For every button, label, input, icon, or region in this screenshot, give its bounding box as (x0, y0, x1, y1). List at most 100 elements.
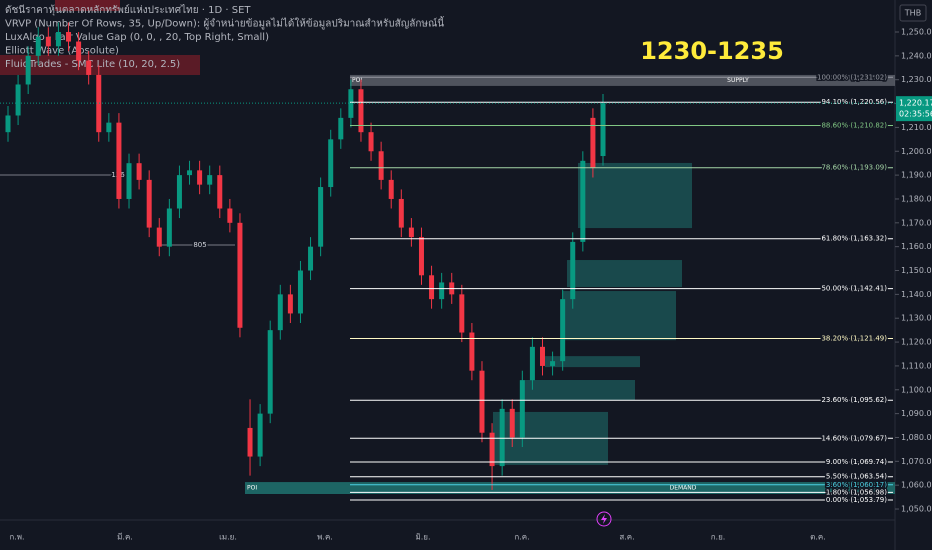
x-tick-label: มิ.ย. (415, 533, 430, 542)
y-tick-label: 1,240.00 (901, 51, 932, 60)
last-price-box (896, 96, 932, 122)
candle-body (207, 175, 213, 185)
candle-body (580, 160, 586, 242)
legend-line: VRVP (Number Of Rows, 35, Up/Down): ผู้จ… (5, 16, 445, 30)
candle-body (116, 122, 122, 199)
candle-body (257, 413, 263, 457)
candle-body (66, 32, 72, 42)
y-tick-label: 1,160.00 (901, 242, 932, 251)
candle-body (287, 294, 293, 314)
y-tick-label: 1,250.00 (901, 28, 932, 37)
candle-body (418, 237, 424, 276)
candle-body (136, 163, 142, 180)
fib-label: 14.60% (1,079.67) (821, 434, 887, 442)
y-tick-label: 1,230.00 (901, 75, 932, 84)
fvg-zone (567, 260, 682, 287)
fvg-zone (578, 162, 692, 229)
candle-body (5, 115, 11, 133)
annotation: 1230-1235 (640, 37, 784, 65)
demand-zone (245, 482, 895, 495)
event-icon-bolt (601, 514, 607, 524)
candle-body (479, 370, 485, 433)
legend-line: LuxAlgo - Fair Value Gap (0, 0, , 20, To… (5, 32, 269, 43)
x-tick-label: ต.ค. (810, 533, 826, 542)
candle-body (368, 132, 374, 152)
fvg-zone (563, 291, 676, 341)
countdown: 02:35:56 (899, 110, 932, 119)
y-tick-label: 1,190.00 (901, 171, 932, 180)
y-tick-label: 1,130.00 (901, 314, 932, 323)
candle-body (146, 179, 152, 228)
candle-body (328, 139, 334, 188)
candle-body (176, 175, 182, 209)
ob-box (55, 0, 120, 11)
candle-body (297, 270, 303, 314)
swing-label: 805 (193, 241, 206, 249)
candle-body (469, 332, 475, 371)
supply-zone (350, 74, 895, 86)
candle-body (509, 408, 515, 438)
y-tick-label: 1,100.00 (901, 385, 932, 394)
candle-body (338, 117, 344, 140)
fib-label: 5.50% (1,063.54) (826, 473, 887, 481)
candle-body (539, 346, 545, 366)
fib-label: 23.60% (1,095.62) (821, 396, 887, 404)
y-tick-label: 1,200.00 (901, 147, 932, 156)
candle-body (15, 84, 21, 116)
currency-box[interactable] (899, 4, 927, 22)
x-tick-label: ก.พ. (9, 533, 24, 542)
candle-body (76, 41, 82, 61)
candle-body (499, 408, 505, 467)
y-tick-label: 1,170.00 (901, 218, 932, 227)
candle-body (55, 32, 61, 47)
y-tick-label: 1,060.00 (901, 481, 932, 490)
fib-label: 3.60% (1,060.17) (826, 481, 887, 489)
candle-body (388, 179, 394, 199)
candle-body (439, 282, 445, 300)
candle-body (45, 36, 51, 47)
candle-body (106, 122, 112, 133)
y-tick-label: 1,050.00 (901, 505, 932, 514)
candle-body (459, 294, 465, 333)
y-tick-label: 1,080.00 (901, 433, 932, 442)
legend-line: ดัชนีราคาหุ้นตลาดหลักทรัพย์แห่งประเทศไทย… (5, 4, 251, 16)
currency: THB (904, 9, 921, 18)
candle-body (187, 170, 193, 176)
fib-label: 0.00% (1,053.79) (826, 496, 887, 504)
y-tick-label: 1,140.00 (901, 290, 932, 299)
event-icon[interactable] (596, 511, 612, 527)
fib-label: 38.20% (1,121.49) (821, 335, 887, 343)
y-tick-label: 1,070.00 (901, 457, 932, 466)
fvg-zone (520, 379, 635, 401)
candle-body (489, 432, 495, 467)
x-tick-label: ก.ย. (711, 533, 726, 542)
candle-body (25, 55, 31, 85)
fib-label: 50.00% (1,142.41) (821, 285, 887, 293)
candle-body (217, 175, 223, 209)
zone-label: SUPPLY (727, 77, 749, 84)
fvg-zone (545, 356, 640, 368)
zone-label: DEMAND (670, 485, 697, 492)
candle-body (529, 346, 535, 381)
candle-body (429, 275, 435, 300)
x-tick-label: พ.ค. (317, 533, 333, 542)
x-tick-label: เม.ย. (219, 533, 237, 542)
y-tick-label: 1,180.00 (901, 194, 932, 203)
candle-body (408, 227, 414, 238)
zone-poi: POI (247, 485, 257, 492)
candle-body (570, 241, 576, 300)
last-price-label: 1,220.17 (899, 99, 932, 108)
x-tick-label: ส.ค. (619, 533, 634, 542)
candle-body (86, 60, 92, 75)
candle-body (247, 427, 253, 457)
legend-line: Elliott Wave (Absolute) (5, 46, 119, 57)
candle-body (267, 330, 273, 414)
candle-body (35, 36, 41, 56)
candle-body (600, 103, 606, 157)
candle-body (197, 170, 203, 185)
y-tick-label: 1,120.00 (901, 338, 932, 347)
ob-box (0, 55, 200, 75)
fib-label: 1.80% (1,056.98) (826, 488, 887, 496)
